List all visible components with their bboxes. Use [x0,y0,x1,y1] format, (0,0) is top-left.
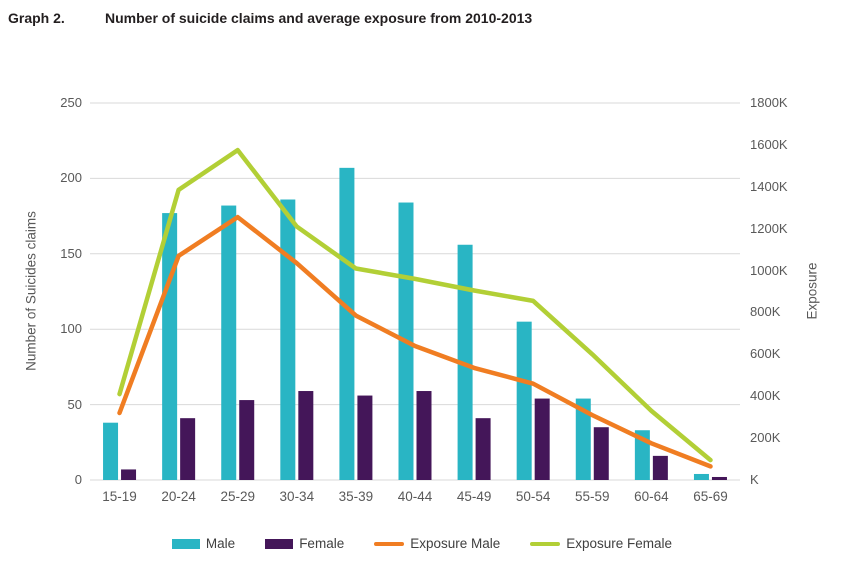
right-axis-title: Exposure [804,262,820,320]
x-tick-label: 20-24 [161,489,196,504]
bar-male [339,167,355,480]
bar-female [298,391,314,480]
x-tick-label: 60-64 [634,489,669,504]
chart-title: Number of suicide claims and average exp… [105,10,533,26]
legend-item-male: Male [171,536,236,551]
bar-male [221,205,237,480]
legend-label: Male [205,536,236,551]
legend: Male Female Exposure Male Exposure Female [0,536,844,551]
bar-male [162,213,178,481]
y-right-tick-label: 1000K [750,262,788,278]
x-tick-label: 45-49 [456,489,492,504]
x-tick-label: 35-39 [338,489,374,504]
legend-label: Exposure Male [410,536,501,551]
graph-number-label: Graph 2. [8,10,65,26]
y-left-tick-label: 200 [60,170,82,186]
y-right-tick-label: 1600K [750,136,788,152]
bar-male [693,473,709,480]
x-tick-label: 55-59 [575,489,610,504]
y-right-tick-label: 1800K [750,95,788,110]
legend-swatch-bar [171,538,200,549]
y-right-tick-label: 400K [750,388,781,404]
bar-female [534,398,550,480]
line-exposure-female [117,147,713,463]
legend-item-exposure-female: Exposure Female [530,536,672,551]
legend-swatch-line [530,541,561,546]
y-left-tick-label: 50 [67,396,82,412]
bar-female [475,418,491,480]
legend-swatch-bar [265,538,294,549]
bar-female [121,469,137,480]
y-right-tick-label: 600K [750,346,781,362]
legend-label: Exposure Female [566,536,673,551]
y-right-tick-label: 1400K [750,178,788,194]
y-left-tick-label: 100 [60,321,82,337]
legend-item-exposure-male: Exposure Male [374,536,500,551]
y-right-tick-label: 1200K [750,220,788,236]
y-left-tick-label: 250 [60,95,82,110]
legend-swatch-line [374,541,405,546]
x-tick-label: 40-44 [397,489,433,504]
legend-label: Female [299,536,345,551]
bar-female [357,395,373,480]
y-right-tick-label: 200K [750,430,781,446]
y-left-tick-label: 150 [60,245,82,261]
x-tick-label: 65-69 [693,489,728,504]
bar-male [103,422,119,480]
bar-male [280,199,296,480]
bar-female [593,427,609,480]
legend-item-female: Female [265,536,344,551]
bar-female [239,400,255,480]
bar-female [180,418,196,480]
y-left-tick-label: 0 [74,472,82,487]
y-right-tick-label: 800K [750,304,781,320]
line-exposure-male [117,214,713,469]
bar-female [652,455,668,480]
left-axis-title: Number of Suicides claims [23,211,39,371]
y-right-tick-label: K [750,472,759,487]
x-tick-label: 15-19 [102,489,137,504]
x-tick-label: 50-54 [515,489,551,504]
bar-female [416,391,432,480]
x-tick-label: 25-29 [220,489,255,504]
bar-female [711,476,727,480]
bar-male [516,321,532,480]
bar-male [575,398,591,480]
x-tick-label: 30-34 [279,489,315,504]
